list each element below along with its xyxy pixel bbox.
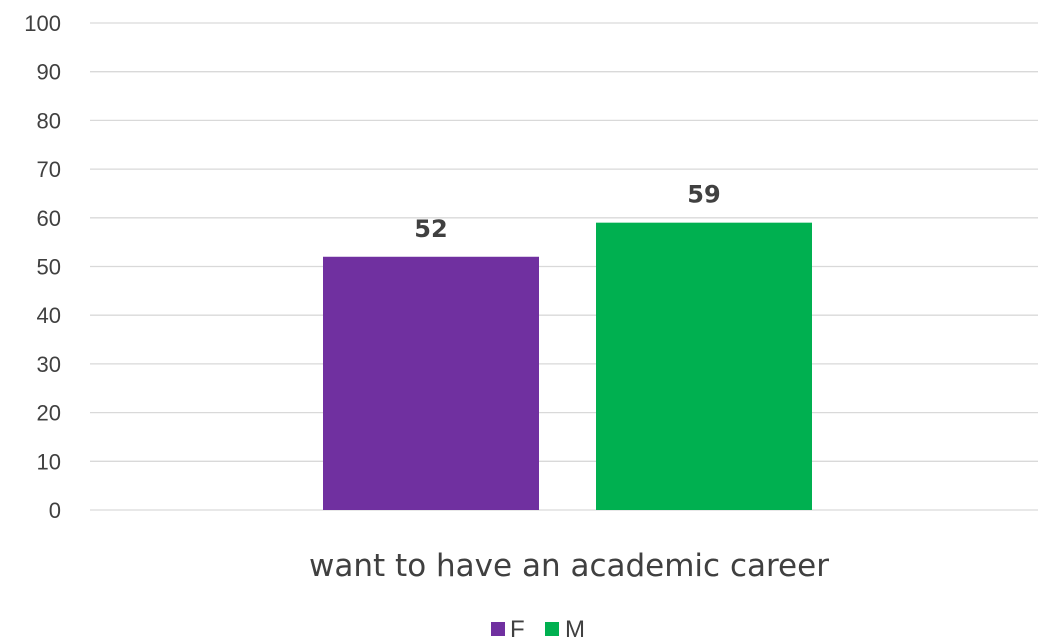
- y-axis-ticks: 0 10 20 30 40 50 60 70 80 90 100: [24, 11, 61, 523]
- legend-label-m: M: [565, 616, 585, 642]
- bar-f: [323, 256, 539, 510]
- data-labels: 52 59: [414, 181, 720, 243]
- data-label-f: 52: [414, 215, 447, 243]
- y-tick-label: 70: [37, 157, 61, 182]
- y-tick-label: 60: [37, 206, 61, 231]
- y-tick-label: 100: [24, 11, 61, 36]
- bar-m: [596, 222, 812, 511]
- y-tick-label: 40: [37, 303, 61, 328]
- y-tick-label: 30: [37, 352, 61, 377]
- bars: [323, 222, 812, 511]
- y-tick-label: 0: [49, 498, 61, 523]
- y-tick-label: 20: [37, 401, 61, 426]
- legend-swatch-m: [545, 622, 559, 636]
- y-tick-label: 80: [37, 108, 61, 133]
- legend-swatch-f: [491, 622, 505, 636]
- data-label-m: 59: [687, 181, 720, 209]
- y-tick-label: 90: [37, 60, 61, 85]
- y-tick-label: 10: [37, 449, 61, 474]
- gridlines: [90, 22, 1038, 511]
- category-label: want to have an academic career: [309, 548, 829, 584]
- y-tick-label: 50: [37, 255, 61, 280]
- legend-label-f: F: [510, 616, 525, 642]
